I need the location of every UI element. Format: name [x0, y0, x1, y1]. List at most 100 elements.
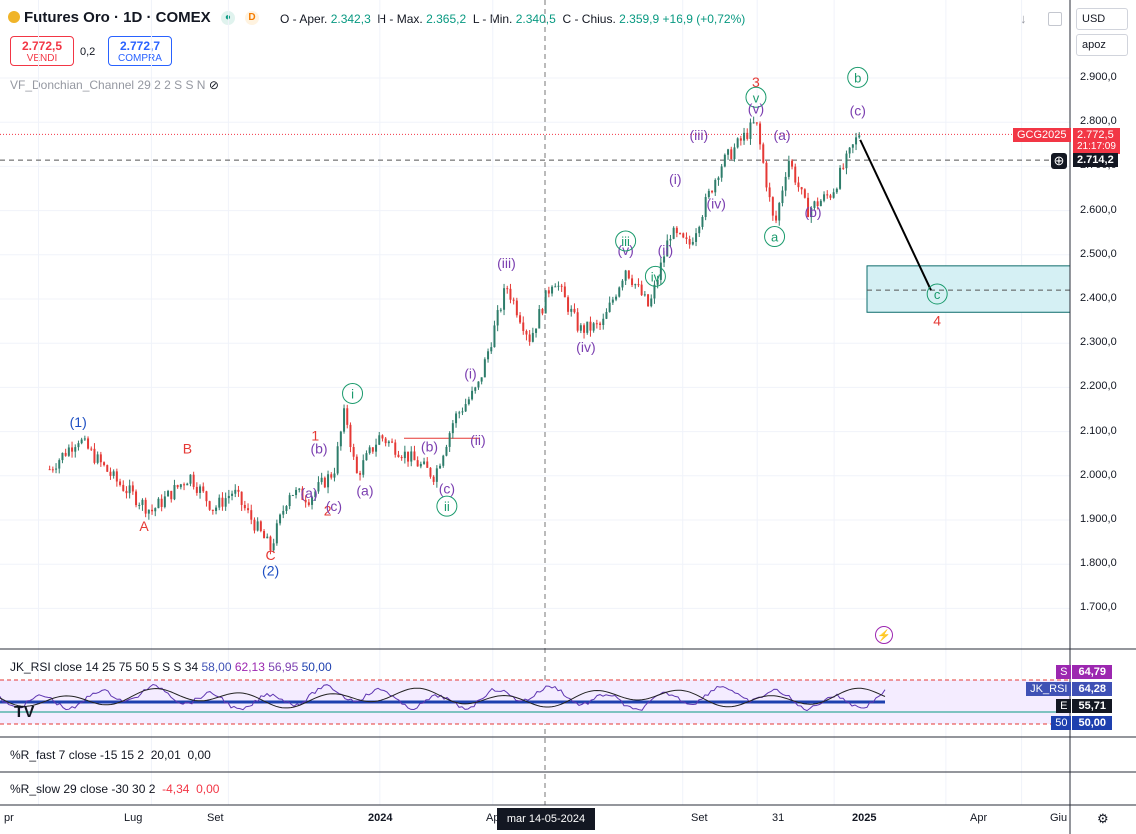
- candle-body: [794, 166, 797, 183]
- currency-select[interactable]: USD: [1076, 8, 1128, 30]
- candle-body: [723, 154, 726, 167]
- rfast-legend[interactable]: %R_fast 7 close -15 15 2 20,01 0,00: [10, 748, 211, 762]
- grid: [0, 0, 1070, 805]
- wave-label: a: [771, 230, 779, 245]
- candle-body: [471, 390, 474, 400]
- candle-body: [320, 477, 323, 483]
- candle-body: [848, 147, 851, 154]
- wave-label: (b): [804, 204, 821, 220]
- wave-circle: [644, 265, 666, 287]
- price-tick: 1.800,0: [1080, 557, 1117, 570]
- candle-body: [419, 463, 422, 467]
- candle-body: [192, 474, 195, 487]
- indicator-legend[interactable]: VF_Donchian_Channel 29 2 2 S S N ⊘: [10, 78, 219, 92]
- candle-body: [269, 536, 272, 551]
- candle-body: [423, 461, 426, 464]
- candle-body: [669, 238, 672, 241]
- rslow-legend[interactable]: %R_slow 29 close -30 30 2 -4,34 0,00: [10, 782, 220, 796]
- candle-body: [493, 325, 496, 348]
- candle-body: [282, 510, 285, 515]
- candle-body: [131, 485, 134, 492]
- sell-button[interactable]: 2.772,5 VENDI: [10, 36, 74, 66]
- wave-label: 3: [752, 74, 760, 90]
- rsi-signal: [0, 687, 886, 709]
- download-icon[interactable]: ↓: [1020, 11, 1027, 26]
- candle-body: [323, 477, 326, 488]
- candle-body: [167, 490, 170, 497]
- candle-body: [595, 323, 598, 325]
- wave-label: 2: [324, 503, 332, 519]
- lightning-icon[interactable]: ⚡: [875, 626, 893, 644]
- crosshair-price-tag: 2.714,2: [1073, 153, 1118, 167]
- candle-body: [253, 519, 256, 531]
- candle-body: [205, 491, 208, 502]
- rsi-legend[interactable]: JK_RSI close 14 25 75 50 5 S S 34 58,00 …: [10, 660, 332, 674]
- candle-body: [394, 442, 397, 455]
- candle-body: [195, 486, 198, 493]
- candle-body: [381, 435, 384, 439]
- candle-body: [647, 294, 650, 307]
- time-tick: Lug: [124, 812, 143, 824]
- settings-gear-icon[interactable]: ⚙: [1097, 811, 1109, 826]
- wave-label: (c): [439, 480, 455, 496]
- wave-label: v: [753, 90, 760, 105]
- buy-button[interactable]: 2.772,7 COMPRA: [108, 36, 172, 66]
- candle-body: [499, 309, 502, 311]
- candle-body: [103, 462, 106, 466]
- candle-body: [138, 504, 141, 506]
- candle-body: [83, 438, 86, 440]
- spread-value: 0,2: [80, 46, 96, 58]
- price-tick: 2.200,0: [1080, 380, 1117, 393]
- delayed-badge: D: [245, 11, 260, 25]
- candle-body: [163, 496, 166, 507]
- candle-body: [515, 300, 518, 316]
- candle-body: [467, 399, 470, 405]
- rsi-tag: E 55,71: [1056, 698, 1112, 713]
- candle-body: [752, 122, 755, 124]
- candle-body: [375, 444, 378, 452]
- candle-body: [611, 299, 614, 303]
- wave-label: (i): [669, 171, 681, 187]
- candle-body: [480, 377, 483, 382]
- price-tick: 2.500,0: [1080, 247, 1117, 260]
- wave-label: b: [854, 70, 861, 85]
- wave-label: (b): [421, 438, 438, 454]
- symbol-tag: GCG2025: [1013, 128, 1071, 142]
- fullscreen-icon[interactable]: [1048, 12, 1062, 26]
- candle-body: [605, 311, 608, 319]
- candle-body: [122, 484, 125, 491]
- hide-eye-icon[interactable]: ⊘: [208, 78, 219, 92]
- candle-body: [339, 431, 342, 447]
- scale-select[interactable]: apoz: [1076, 34, 1128, 56]
- wave-label: i: [351, 386, 354, 401]
- candle-body: [119, 481, 122, 485]
- candle-body: [528, 334, 531, 342]
- wave-label: iv: [651, 269, 661, 284]
- wave-label: (iii): [497, 255, 516, 271]
- crosshair-date-label: mar 14-05-2024: [497, 808, 595, 830]
- candle-body: [807, 197, 810, 218]
- candle-body: [759, 123, 762, 145]
- chart-title: Futures Oro · 1D · COMEX ● D: [8, 9, 260, 26]
- candle-body: [179, 484, 182, 488]
- candle-body: [656, 279, 659, 285]
- candle-body: [791, 160, 794, 167]
- candle-body: [531, 332, 534, 342]
- candle-body: [650, 298, 653, 307]
- time-tick: Set: [691, 812, 708, 824]
- candle-body: [643, 294, 646, 296]
- wave-label: (ii): [658, 242, 674, 258]
- candle-body: [93, 448, 96, 463]
- candle-body: [61, 452, 64, 461]
- last-price-tag: 2.772,5 21:17:09: [1073, 128, 1120, 154]
- candle-body: [816, 201, 819, 207]
- candle-body: [496, 310, 499, 326]
- candle-body: [691, 241, 694, 245]
- candle-body: [154, 508, 157, 512]
- candle-body: [410, 451, 413, 462]
- add-alert-icon[interactable]: ⊕: [1051, 153, 1067, 169]
- candle-body: [445, 446, 448, 456]
- price-tick: 2.100,0: [1080, 424, 1117, 437]
- candle-body: [189, 474, 192, 484]
